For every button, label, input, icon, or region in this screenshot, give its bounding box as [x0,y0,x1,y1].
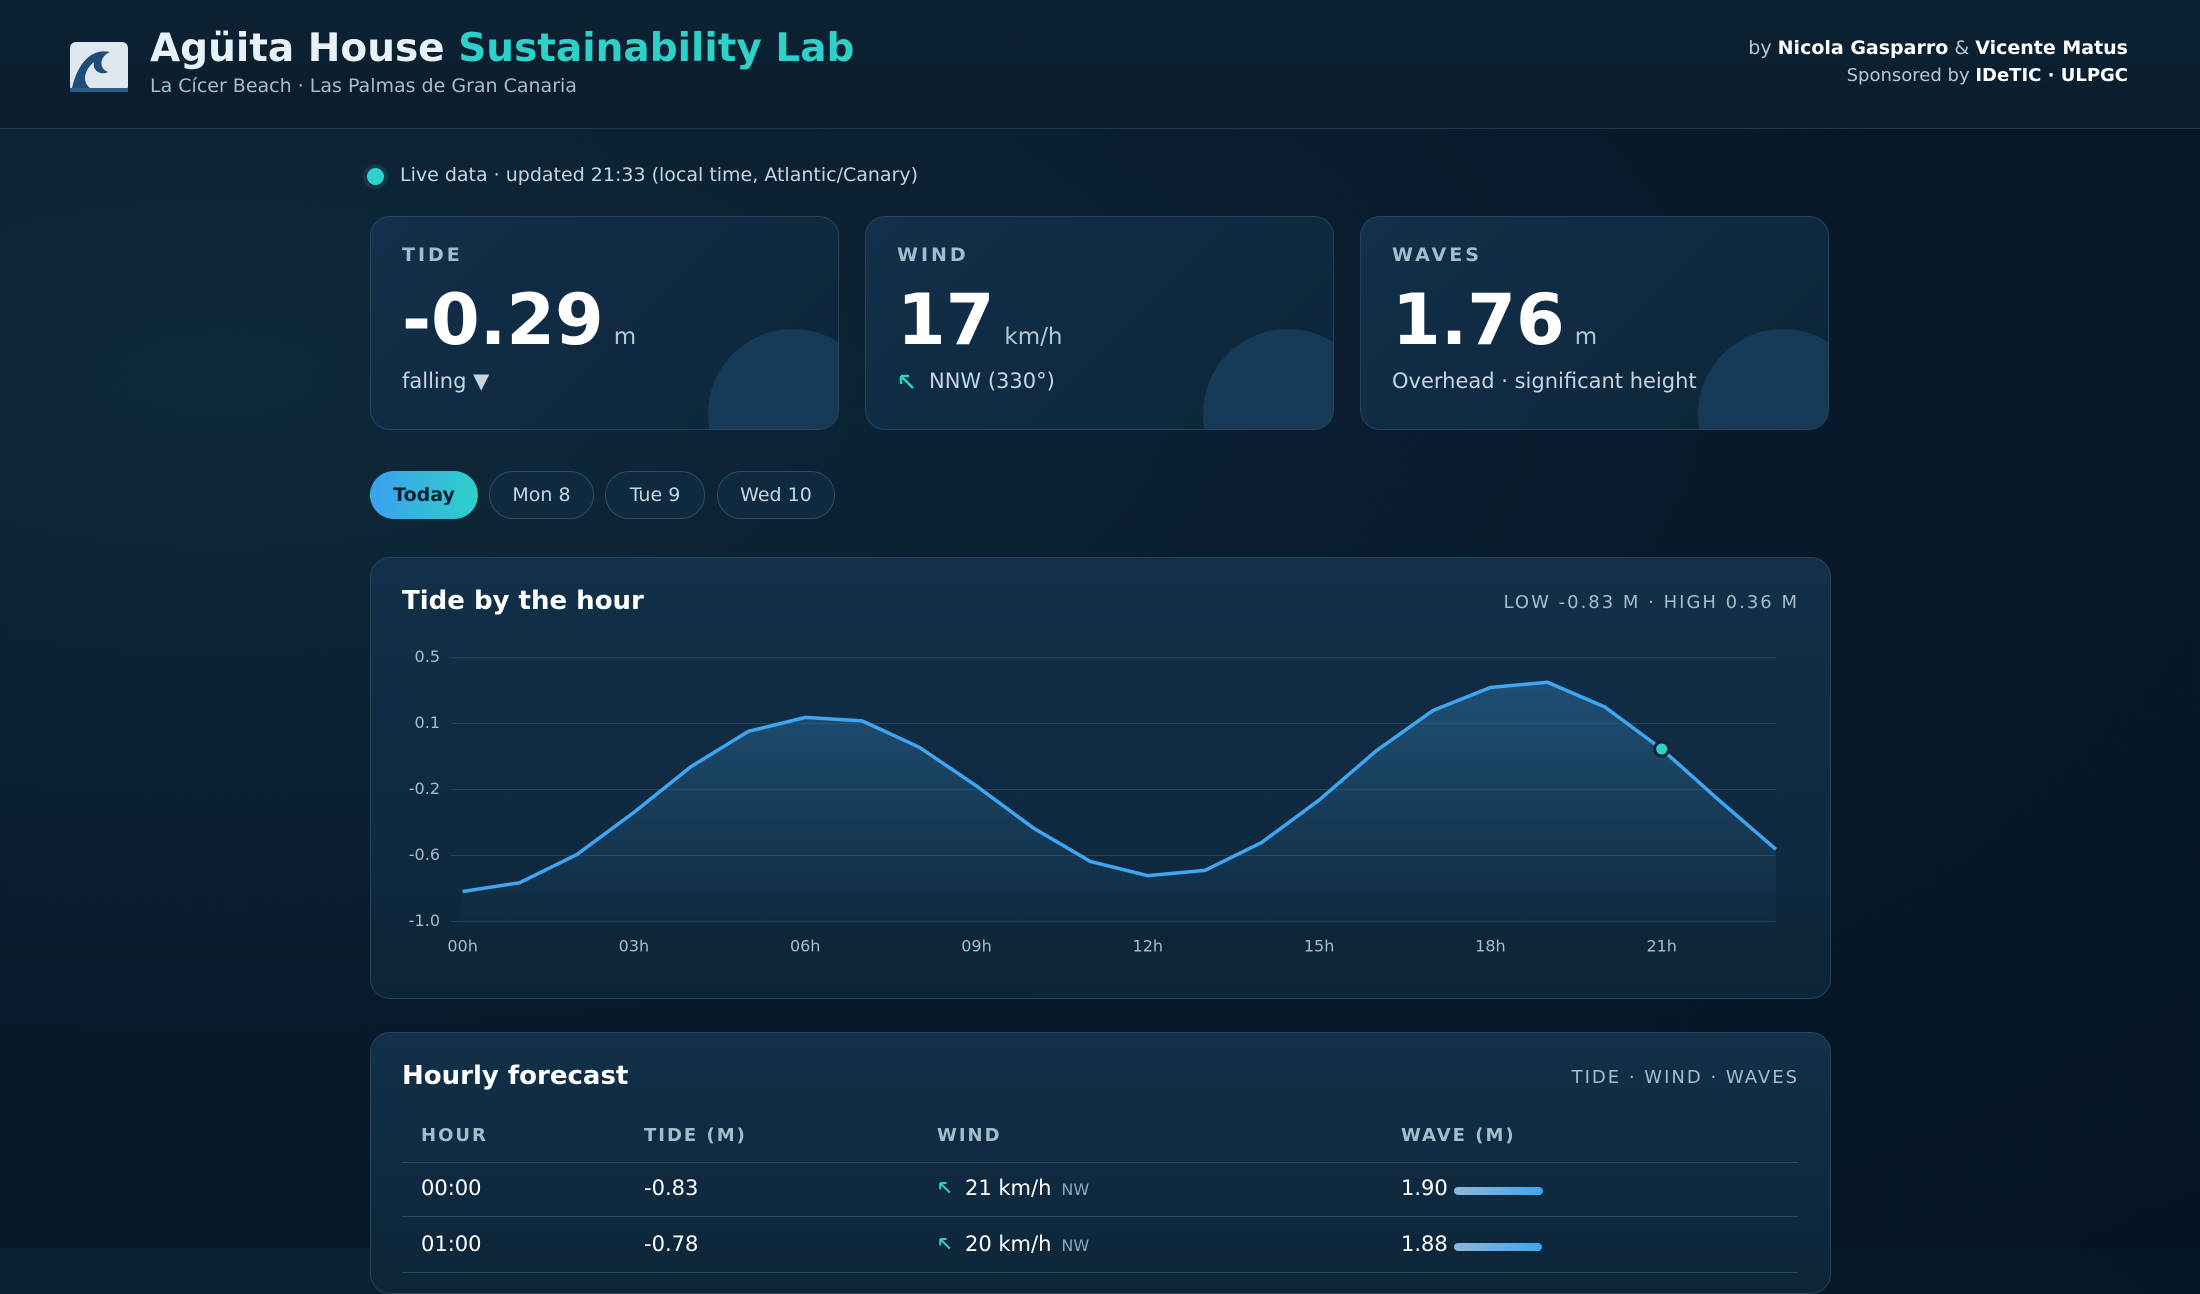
y-tick-label: 0.5 [415,647,440,666]
row-divider [402,1162,1798,1163]
x-tick-label: 21h [1646,937,1677,956]
cell-tide: -0.83 [644,1176,699,1200]
tab[interactable]: Tue 9 [605,471,705,519]
tide-chart-panel: Tide by the hour LOW -0.83 M · HIGH 0.36… [370,557,1831,999]
card-value: -0.29 m [402,279,637,361]
chart: -1.0 -0.6 -0.2 0.1 0.5 00h 03h 06h 09h 12h 15h 18h 2… [409,647,1778,956]
tab[interactable]: Mon 8 [489,471,594,519]
card-value: 17 km/h [897,279,1063,361]
column-header: TIDE (M) [644,1125,747,1146]
x-tick-label: 15h [1304,937,1335,956]
cell-tide: -0.78 [644,1232,699,1256]
card-label: WAVES [1392,244,1482,266]
table-subtitle: TIDE · WIND · WAVES [1571,1067,1799,1088]
waves-card: WAVES 1.76 m Overhead · significant heigh… [1360,216,1829,430]
tide-area [462,682,1776,922]
wind-card: WIND 17 km/h NNW (330°) [865,216,1334,430]
cell-wave: 1.88 [1401,1232,1448,1256]
wind-dir: NW [1061,1236,1090,1255]
card-label: WIND [897,244,969,266]
location: La Cícer Beach · Las Palmas de Gran Cana… [150,75,577,97]
y-tick-label: -1.0 [409,911,440,930]
wave-bar [1454,1243,1543,1251]
column-header: HOUR [421,1125,488,1146]
app-title: Agüita House Sustainability Lab [150,26,855,71]
y-tick-label: 0.1 [415,713,440,732]
cell-hour: 00:00 [421,1176,482,1200]
tide-card: TIDE -0.29 m falling ▼ [370,216,839,430]
card-note: falling ▼ [402,369,490,393]
current-point [1653,740,1671,758]
chart-title: Tide by the hour [402,586,644,616]
credits: by Nicola Gasparro & Vicente Matus [1748,37,2128,59]
y-tick-label: -0.2 [409,779,440,798]
x-tick-label: 00h [447,937,478,956]
card-value: 1.76 m [1392,279,1598,361]
sponsor: Sponsored by IDeTIC · ULPGC [1846,65,2128,86]
chart-subtitle: LOW -0.83 M · HIGH 0.36 M [1503,592,1799,613]
column-header: WAVE (M) [1401,1125,1516,1146]
x-tick-label: 18h [1475,937,1506,956]
row-divider [402,1272,1798,1273]
row-divider [402,1216,1798,1217]
tab[interactable]: Today [370,471,478,519]
column-header: WIND [937,1125,1002,1146]
wind-speed: 21 km/h [965,1176,1052,1200]
logo [70,42,128,92]
cell-wind: 20 km/h NW [937,1232,1089,1256]
y-tick-label: -0.6 [409,845,440,864]
cell-wave: 1.90 [1401,1176,1448,1200]
cell-wind: 21 km/h NW [937,1176,1089,1200]
table-title: Hourly forecast [402,1061,629,1091]
forecast-panel: Hourly forecast TIDE · WIND · WAVES HOUR… [370,1032,1831,1294]
live-dot [367,168,384,185]
status: Live data · updated 21:33 (local time, A… [400,164,919,186]
x-tick-label: 06h [790,937,821,956]
card-note: Overhead · significant height [1392,369,1697,393]
x-tick-label: 12h [1133,937,1164,956]
wind-speed: 20 km/h [965,1232,1052,1256]
tab[interactable]: Wed 10 [717,471,835,519]
header: Agüita House Sustainability Lab La Cícer… [0,0,2200,129]
x-tick-label: 03h [619,937,650,956]
cell-hour: 01:00 [421,1232,482,1256]
card-label: TIDE [402,244,463,266]
tide-line [462,680,1778,894]
x-tick-label: 09h [961,937,992,956]
card-note: NNW (330°) [897,369,1055,393]
wind-dir: NW [1061,1180,1090,1199]
wave-bar [1454,1187,1544,1195]
